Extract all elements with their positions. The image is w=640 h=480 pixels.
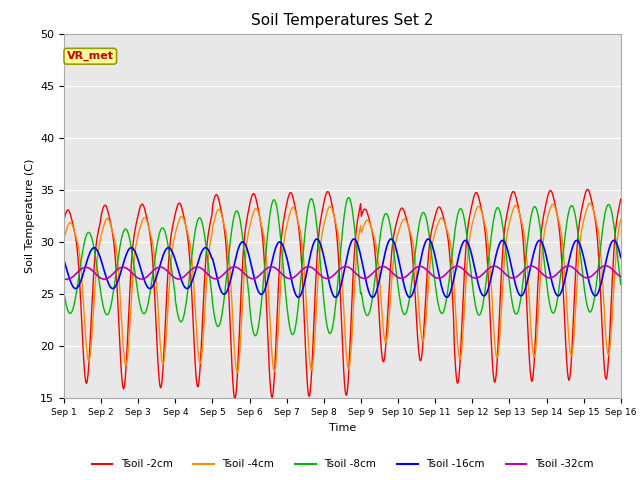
Tsoil -4cm bbox=[214, 208, 221, 214]
Line: Tsoil -8cm: Tsoil -8cm bbox=[64, 198, 621, 336]
Tsoil -8cm bbox=[127, 246, 135, 252]
Tsoil -2cm bbox=[231, 396, 239, 401]
Line: Tsoil -32cm: Tsoil -32cm bbox=[64, 266, 621, 279]
Tsoil -32cm bbox=[185, 269, 193, 275]
Tsoil -16cm bbox=[214, 276, 221, 282]
Tsoil -4cm bbox=[411, 254, 419, 260]
Tsoil -16cm bbox=[184, 286, 192, 291]
Tsoil -16cm bbox=[443, 294, 451, 300]
Tsoil -2cm bbox=[127, 261, 135, 267]
Tsoil -8cm bbox=[345, 195, 353, 201]
Tsoil -4cm bbox=[586, 200, 594, 206]
Tsoil -32cm bbox=[71, 272, 79, 278]
Tsoil -16cm bbox=[127, 245, 135, 251]
Tsoil -32cm bbox=[428, 271, 435, 277]
Tsoil -4cm bbox=[70, 228, 78, 233]
Tsoil -32cm bbox=[214, 276, 222, 281]
Tsoil -8cm bbox=[214, 323, 221, 329]
Tsoil -4cm bbox=[428, 252, 435, 257]
Tsoil -32cm bbox=[411, 265, 419, 271]
Tsoil -4cm bbox=[617, 217, 625, 223]
Tsoil -16cm bbox=[428, 240, 435, 245]
Tsoil -2cm bbox=[584, 187, 591, 192]
Tsoil -4cm bbox=[234, 370, 241, 375]
Tsoil -16cm bbox=[617, 254, 625, 260]
Tsoil -16cm bbox=[424, 236, 432, 242]
Tsoil -8cm bbox=[252, 333, 259, 338]
Y-axis label: Soil Temperature (C): Soil Temperature (C) bbox=[24, 159, 35, 273]
X-axis label: Time: Time bbox=[329, 423, 356, 432]
Tsoil -16cm bbox=[70, 285, 78, 291]
Tsoil -4cm bbox=[60, 236, 68, 241]
Tsoil -2cm bbox=[70, 227, 78, 232]
Tsoil -4cm bbox=[184, 231, 192, 237]
Tsoil -2cm bbox=[617, 196, 625, 202]
Tsoil -32cm bbox=[602, 263, 609, 269]
Line: Tsoil -2cm: Tsoil -2cm bbox=[64, 190, 621, 398]
Tsoil -2cm bbox=[411, 286, 419, 292]
Line: Tsoil -4cm: Tsoil -4cm bbox=[64, 203, 621, 372]
Tsoil -16cm bbox=[60, 257, 68, 263]
Legend: Tsoil -2cm, Tsoil -4cm, Tsoil -8cm, Tsoil -16cm, Tsoil -32cm: Tsoil -2cm, Tsoil -4cm, Tsoil -8cm, Tsoi… bbox=[87, 455, 598, 473]
Title: Soil Temperatures Set 2: Soil Temperatures Set 2 bbox=[252, 13, 433, 28]
Tsoil -32cm bbox=[128, 270, 136, 276]
Tsoil -16cm bbox=[410, 287, 418, 293]
Tsoil -8cm bbox=[60, 290, 68, 296]
Tsoil -32cm bbox=[63, 276, 71, 282]
Tsoil -8cm bbox=[70, 302, 78, 308]
Tsoil -4cm bbox=[127, 296, 135, 302]
Tsoil -2cm bbox=[184, 236, 192, 242]
Tsoil -8cm bbox=[412, 247, 419, 253]
Text: VR_met: VR_met bbox=[67, 51, 114, 61]
Tsoil -8cm bbox=[184, 287, 192, 293]
Tsoil -8cm bbox=[428, 253, 436, 259]
Tsoil -32cm bbox=[617, 274, 625, 279]
Tsoil -2cm bbox=[428, 230, 435, 236]
Tsoil -2cm bbox=[214, 192, 221, 198]
Line: Tsoil -16cm: Tsoil -16cm bbox=[64, 239, 621, 297]
Tsoil -8cm bbox=[617, 282, 625, 288]
Tsoil -2cm bbox=[60, 217, 68, 223]
Tsoil -32cm bbox=[60, 276, 68, 282]
